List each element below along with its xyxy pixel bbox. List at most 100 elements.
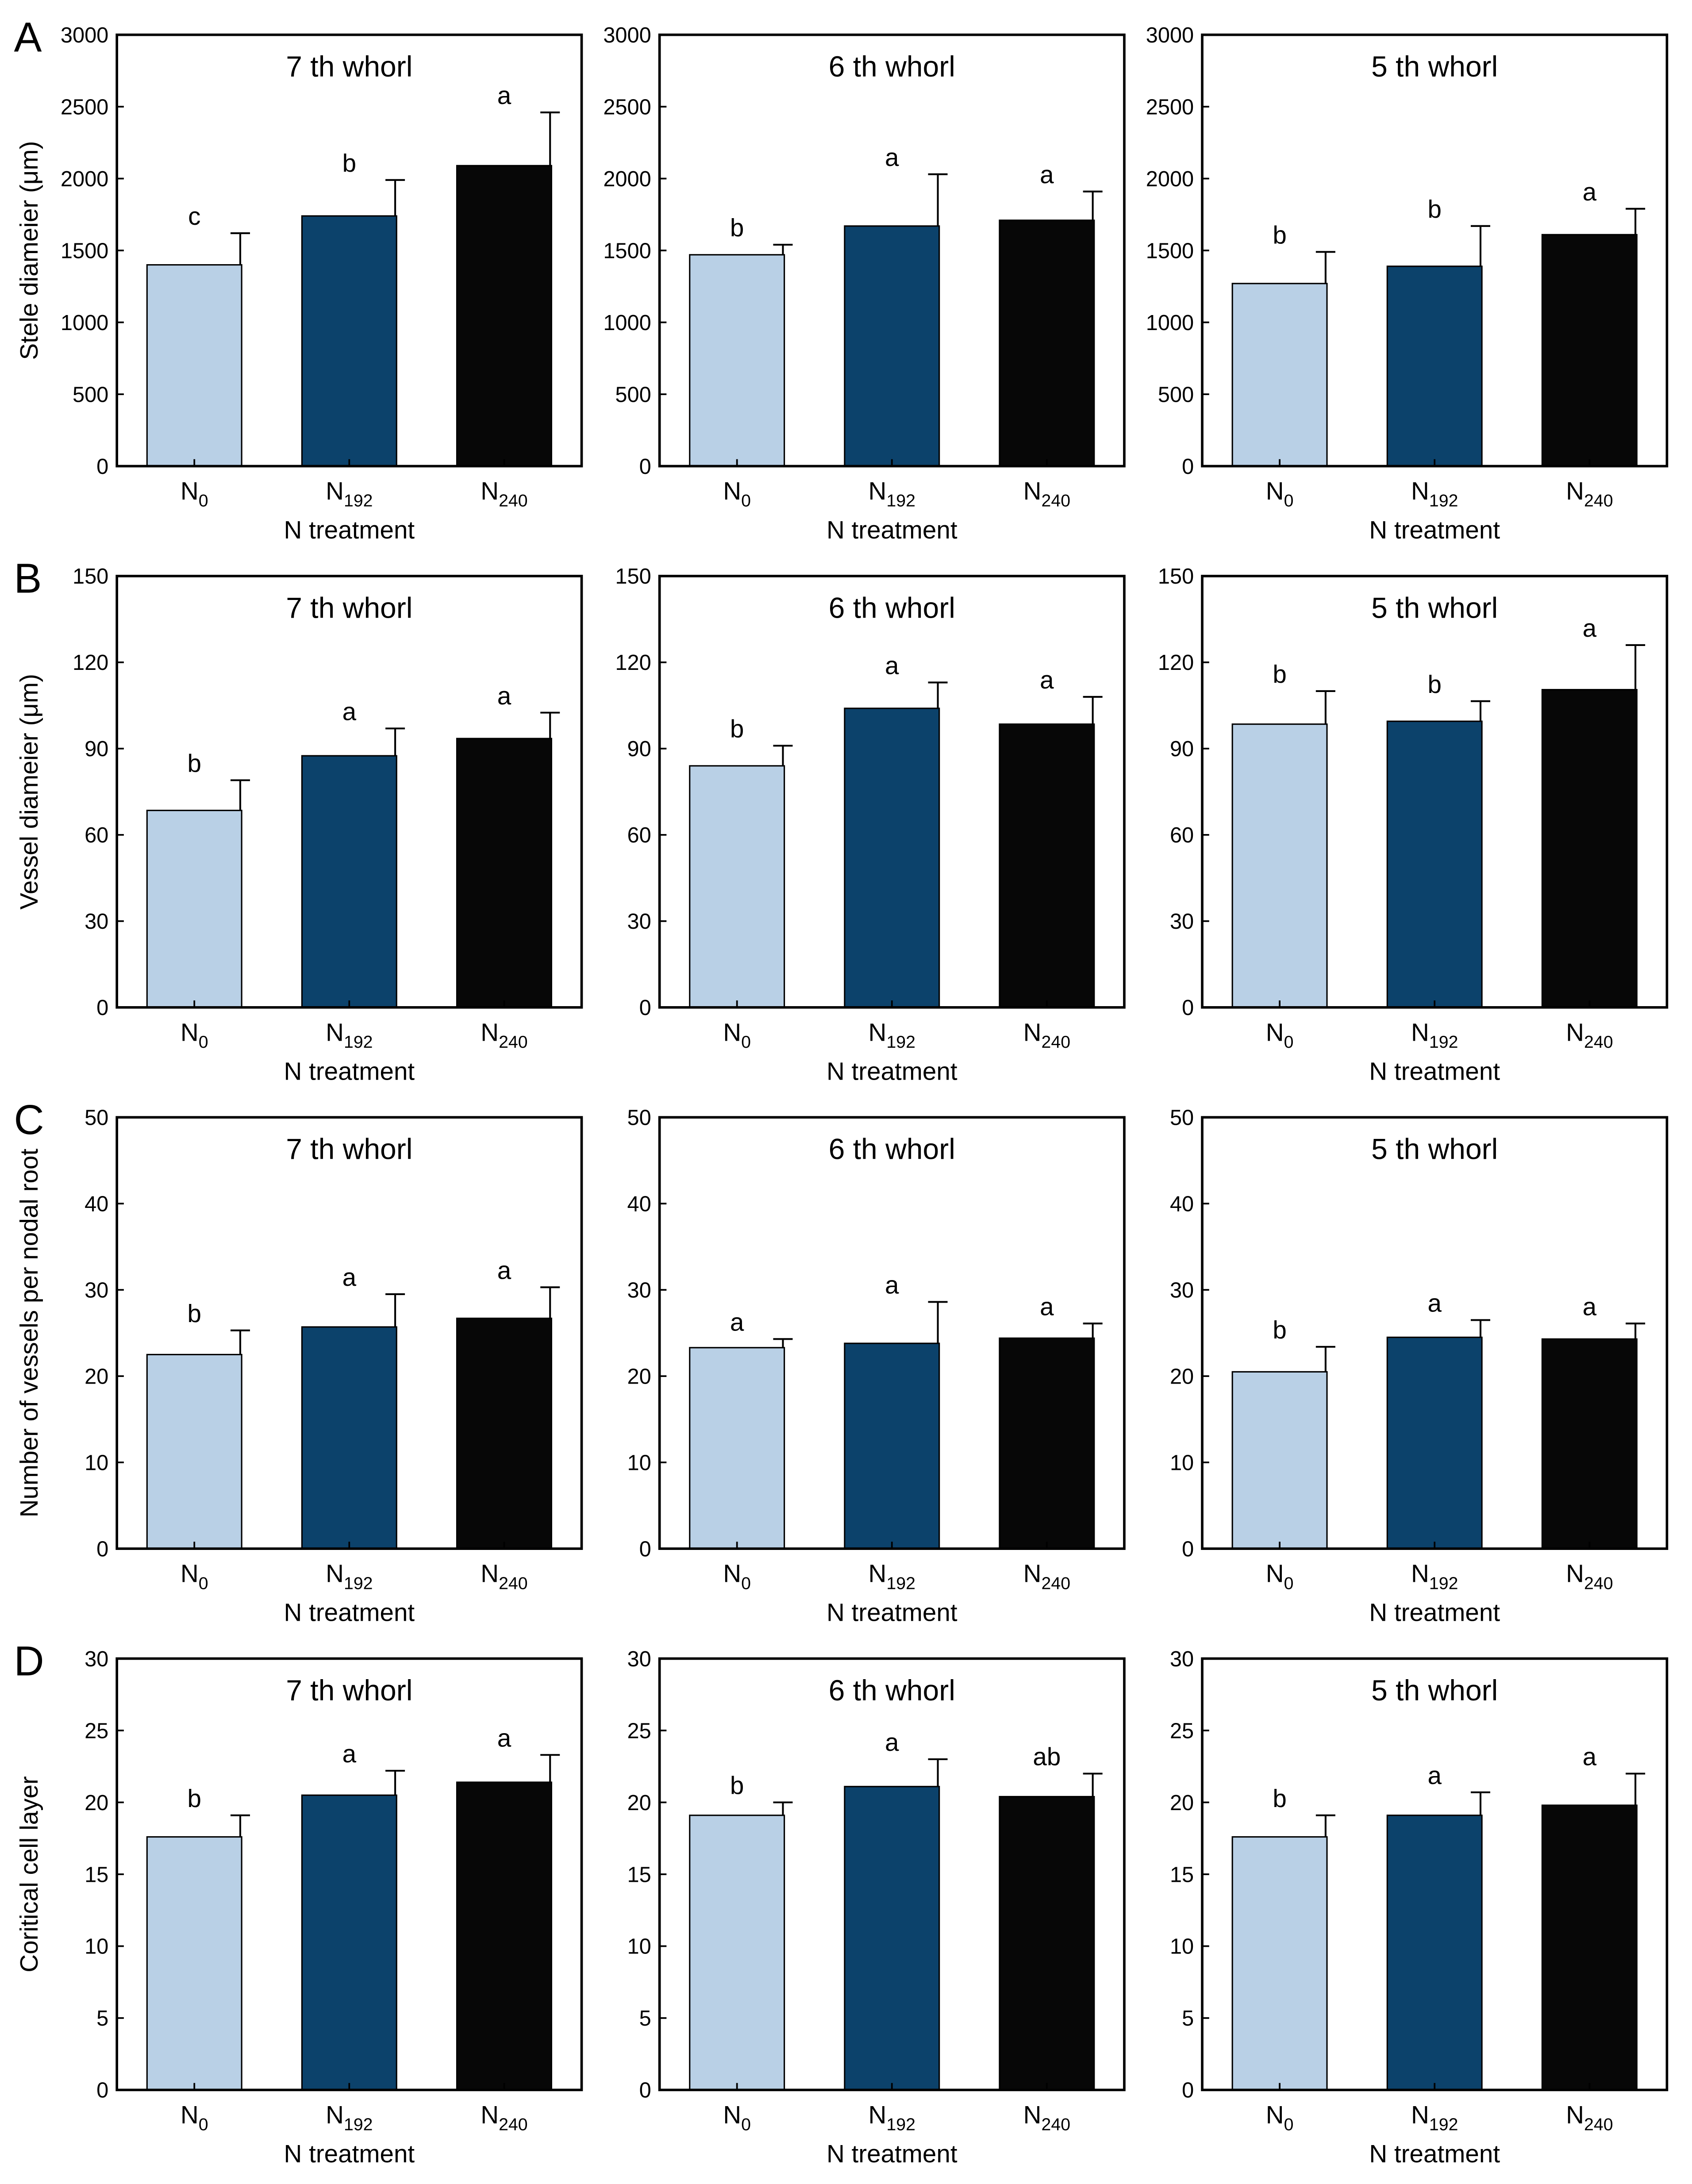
y-tick-label: 150 xyxy=(615,565,651,588)
category-letter: N xyxy=(869,1018,887,1046)
y-tick-label: 25 xyxy=(627,1719,651,1743)
category-subscript: 192 xyxy=(344,1032,373,1052)
y-tick-label: 0 xyxy=(639,1537,651,1561)
category-letter: N xyxy=(1266,477,1284,505)
x-axis-label: N treatment xyxy=(827,516,958,544)
y-tick-label: 20 xyxy=(1170,1791,1194,1815)
x-tick-label: N0 xyxy=(723,477,751,511)
bar xyxy=(844,1342,940,1550)
plot-frame xyxy=(115,33,583,468)
significance-letter: a xyxy=(885,143,899,171)
x-axis-label: N treatment xyxy=(284,1057,415,1085)
x-tick-label: N192 xyxy=(869,1018,915,1052)
plot-frame xyxy=(658,33,1126,468)
category-subscript: 192 xyxy=(344,491,373,511)
y-axis-label: Number of vessels per nodal root xyxy=(15,1149,43,1518)
category-subscript: 240 xyxy=(1584,1032,1613,1052)
category-letter: N xyxy=(181,1560,199,1588)
bar xyxy=(146,810,242,1008)
y-tick-label: 1000 xyxy=(603,311,651,335)
y-tick-label: 5 xyxy=(96,2007,108,2030)
significance-letter: b xyxy=(187,750,201,777)
bar xyxy=(1231,283,1328,467)
y-tick-label: 2000 xyxy=(61,167,108,191)
y-tick-label: 30 xyxy=(85,1278,108,1302)
significance-letter: b xyxy=(1273,660,1286,688)
y-tick-label: 0 xyxy=(96,455,108,479)
category-subscript: 240 xyxy=(1042,1573,1071,1593)
panel-title: 7 th whorl xyxy=(286,1133,412,1165)
category-letter: N xyxy=(1411,1560,1429,1588)
y-tick-label: 90 xyxy=(1170,737,1194,761)
x-tick-label: N192 xyxy=(326,1560,373,1593)
x-axis-label: N treatment xyxy=(284,2140,415,2168)
y-tick-label: 1500 xyxy=(1146,239,1194,263)
category-subscript: 240 xyxy=(1584,2115,1613,2134)
plot-frame xyxy=(658,1657,1126,2092)
y-tick-label: 60 xyxy=(627,823,651,847)
bar xyxy=(844,707,940,1008)
category-subscript: 192 xyxy=(1429,491,1458,511)
significance-letter: a xyxy=(1583,1743,1597,1771)
x-tick-label: N0 xyxy=(1266,1018,1294,1052)
y-tick-label: 25 xyxy=(1170,1719,1194,1743)
category-subscript: 192 xyxy=(886,1573,915,1593)
y-tick-label: 40 xyxy=(1170,1192,1194,1216)
y-tick-label: 120 xyxy=(73,651,108,675)
category-subscript: 0 xyxy=(199,2115,208,2134)
x-axis-label: N treatment xyxy=(827,1057,958,1085)
x-axis-label: N treatment xyxy=(284,1599,415,1626)
significance-letter: a xyxy=(1040,1292,1054,1320)
x-axis-label: N treatment xyxy=(827,2140,958,2168)
significance-letter: b xyxy=(1427,195,1441,223)
category-subscript: 192 xyxy=(886,1032,915,1052)
category-letter: N xyxy=(181,1018,199,1046)
significance-letter: a xyxy=(1583,614,1597,642)
category-letter: N xyxy=(1411,2101,1429,2129)
bar xyxy=(1386,720,1483,1008)
x-axis-label: N treatment xyxy=(284,516,415,544)
category-subscript: 0 xyxy=(741,491,751,511)
significance-letter: a xyxy=(497,1724,511,1752)
bar xyxy=(456,1317,552,1550)
plot-frame xyxy=(1201,575,1669,1009)
x-tick-label: N240 xyxy=(481,1560,527,1593)
bar xyxy=(301,755,397,1008)
category-letter: N xyxy=(869,2101,887,2129)
bar xyxy=(1231,1371,1328,1550)
category-subscript: 0 xyxy=(1284,2115,1294,2134)
y-tick-label: 90 xyxy=(85,737,108,761)
significance-letter: a xyxy=(885,1271,899,1299)
bar xyxy=(999,723,1095,1008)
category-subscript: 0 xyxy=(199,491,208,511)
y-tick-label: 0 xyxy=(1182,2079,1194,2103)
y-tick-label: 50 xyxy=(627,1106,651,1130)
category-letter: N xyxy=(869,1560,887,1588)
plot-frame xyxy=(115,1116,583,1550)
significance-letter: b xyxy=(1273,1784,1286,1812)
y-tick-label: 60 xyxy=(1170,823,1194,847)
y-tick-label: 3000 xyxy=(61,23,108,47)
panel-title: 5 th whorl xyxy=(1371,1133,1498,1165)
bar xyxy=(999,1796,1095,2091)
y-tick-label: 40 xyxy=(627,1192,651,1216)
y-tick-label: 0 xyxy=(639,2079,651,2103)
panel-title: 7 th whorl xyxy=(286,591,412,624)
x-tick-label: N192 xyxy=(1411,477,1458,511)
bar xyxy=(146,264,242,467)
bar xyxy=(1386,1815,1483,2091)
panel-letter: A xyxy=(14,14,42,60)
significance-letter: b xyxy=(730,715,744,743)
x-tick-label: N240 xyxy=(1566,1560,1613,1593)
category-subscript: 240 xyxy=(1042,1032,1071,1052)
y-tick-label: 20 xyxy=(1170,1365,1194,1388)
x-tick-label: N240 xyxy=(1566,477,1613,511)
y-tick-label: 1500 xyxy=(603,239,651,263)
category-subscript: 0 xyxy=(1284,491,1294,511)
panel-title: 7 th whorl xyxy=(286,1674,412,1707)
significance-letter: b xyxy=(1273,221,1286,249)
significance-letter: b xyxy=(187,1300,201,1327)
bar xyxy=(689,254,785,467)
x-tick-label: N0 xyxy=(723,1018,751,1052)
category-letter: N xyxy=(1411,1018,1429,1046)
